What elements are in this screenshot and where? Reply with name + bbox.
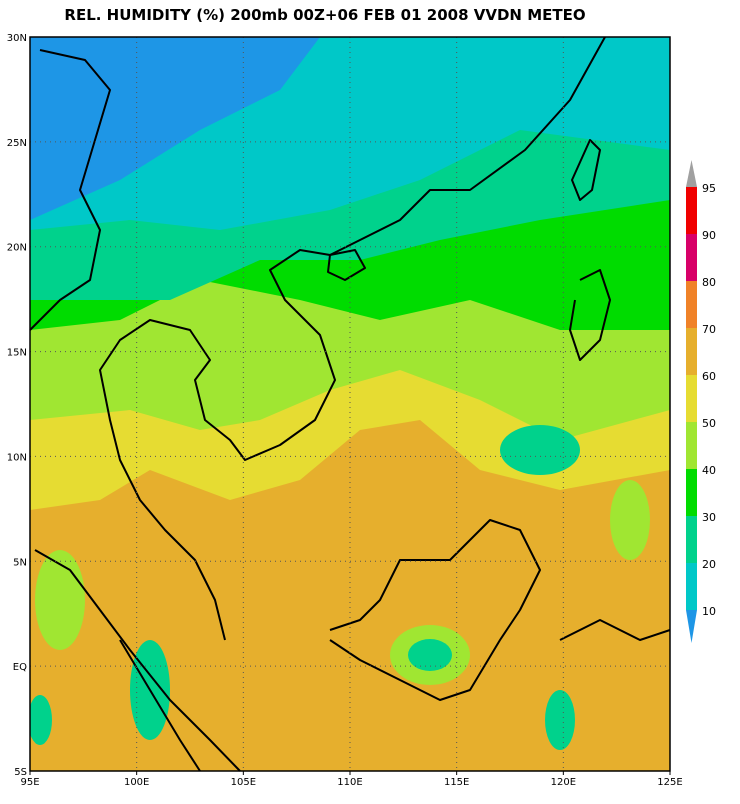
humidity-field bbox=[30, 37, 670, 771]
lat-label: 25N bbox=[7, 138, 27, 149]
colorbar-segment bbox=[686, 516, 697, 563]
colorbar-label: 95 bbox=[702, 182, 716, 195]
colorbar-segment bbox=[686, 469, 697, 516]
lon-label: 100E bbox=[124, 777, 149, 788]
lat-label: 5N bbox=[13, 557, 27, 568]
lat-label: 15N bbox=[7, 348, 27, 359]
map-frame bbox=[29, 36, 671, 772]
coastlines bbox=[29, 36, 671, 772]
colorbar-segment bbox=[686, 234, 697, 281]
colorbar-label: 50 bbox=[702, 417, 716, 430]
colorbar-segment bbox=[686, 563, 697, 610]
colorbar: 95 90 80 70 60 50 40 30 20 10 bbox=[686, 160, 716, 643]
map-title: REL. HUMIDITY (%) 200mb 00Z+06 FEB 01 20… bbox=[64, 6, 585, 24]
lon-label: 115E bbox=[444, 777, 469, 788]
lon-label: 95E bbox=[20, 777, 39, 788]
lat-label: 10N bbox=[7, 452, 27, 463]
colorbar-segment bbox=[686, 422, 697, 469]
colorbar-label: 10 bbox=[702, 605, 716, 618]
graticule: 95E 100E 105E 110E 115E 120E 125E 30N 25N 20N 15N 1… bbox=[7, 33, 683, 788]
lon-label: 120E bbox=[551, 777, 576, 788]
colorbar-segment bbox=[686, 375, 697, 422]
lon-label: 110E bbox=[337, 777, 362, 788]
colorbar-label: 60 bbox=[702, 370, 716, 383]
colorbar-label: 70 bbox=[702, 323, 716, 336]
lon-label: 105E bbox=[231, 777, 256, 788]
lat-label: EQ bbox=[13, 662, 27, 673]
lat-label: 5S bbox=[14, 767, 27, 778]
lat-label: 20N bbox=[7, 243, 27, 254]
colorbar-bottom-arrow bbox=[686, 610, 697, 643]
colorbar-segment bbox=[686, 187, 697, 234]
colorbar-label: 30 bbox=[702, 511, 716, 524]
lon-label: 125E bbox=[657, 777, 682, 788]
colorbar-segment bbox=[686, 281, 697, 328]
colorbar-label: 20 bbox=[702, 558, 716, 571]
lat-label: 30N bbox=[7, 33, 27, 44]
colorbar-label: 90 bbox=[702, 229, 716, 242]
colorbar-label: 40 bbox=[702, 464, 716, 477]
colorbar-label: 80 bbox=[702, 276, 716, 289]
colorbar-segment bbox=[686, 328, 697, 375]
colorbar-top-arrow bbox=[686, 160, 697, 187]
